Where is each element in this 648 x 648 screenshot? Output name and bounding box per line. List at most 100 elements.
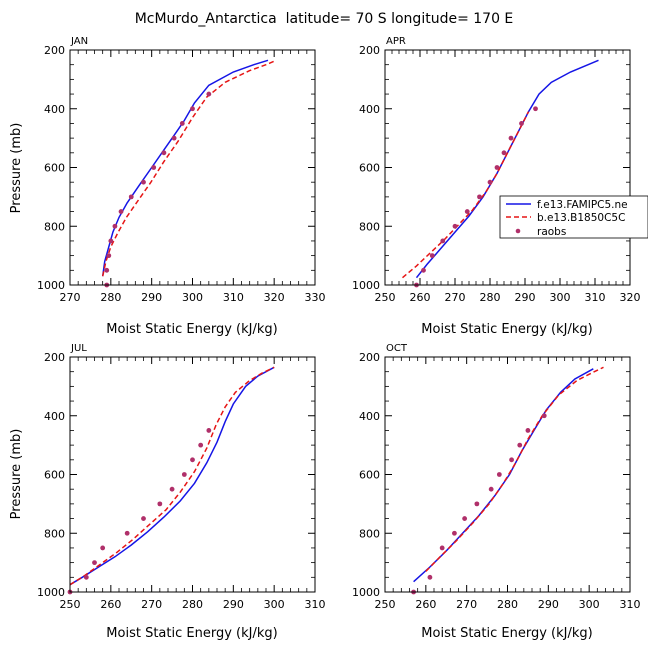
raobs-point xyxy=(92,560,97,566)
x-tick-label: 320 xyxy=(620,291,641,304)
x-tick-label: 260 xyxy=(410,291,431,304)
panel-label: OCT xyxy=(386,343,408,354)
y-tick-label: 800 xyxy=(359,527,380,540)
y-tick-label: 200 xyxy=(359,351,380,364)
raobs-point xyxy=(508,135,514,141)
y-tick-label: 600 xyxy=(359,469,380,482)
raobs-point xyxy=(83,574,89,580)
x-tick-label: 260 xyxy=(100,598,121,611)
y-tick-label: 800 xyxy=(359,220,380,233)
raobs-point xyxy=(128,194,134,200)
raobs-point xyxy=(169,486,175,492)
panel-apr: APR 250 260 270 280 290 300 310 320 200 400 600 800… xyxy=(352,36,648,337)
x-tick-label: 270 xyxy=(456,598,477,611)
y-tick-label: 1000 xyxy=(37,586,65,599)
raobs-point xyxy=(124,530,130,536)
plot-frame xyxy=(384,356,631,593)
x-tick-label: 290 xyxy=(538,598,559,611)
raobs-point xyxy=(206,428,212,433)
y-tick-label: 400 xyxy=(359,103,380,116)
x-tick-label: 270 xyxy=(60,291,81,304)
x-tick-label: 280 xyxy=(480,291,501,304)
raobs-point xyxy=(179,121,185,126)
series-line-model1 xyxy=(415,59,599,279)
legend-label-raobs: raobs xyxy=(537,226,566,238)
raobs-point xyxy=(439,545,445,551)
raobs-point xyxy=(421,267,426,273)
x-axis-label: Moist Static Energy (kJ/kg) xyxy=(106,626,277,641)
y-tick-label: 200 xyxy=(359,44,380,57)
x-tick-label: 270 xyxy=(445,291,466,304)
x-tick-label: 290 xyxy=(515,291,536,304)
raobs-point xyxy=(141,516,146,521)
raobs-point xyxy=(198,442,204,448)
y-tick-label: 200 xyxy=(44,44,65,57)
raobs-point xyxy=(171,135,177,141)
panel-label: APR xyxy=(386,36,406,47)
y-tick-label: 600 xyxy=(359,162,380,175)
x-axis-label: Moist Static Energy (kJ/kg) xyxy=(421,626,592,641)
y-tick-label: 1000 xyxy=(352,279,380,292)
x-tick-label: 280 xyxy=(100,291,121,304)
panel-label: JAN xyxy=(70,36,88,47)
x-tick-label: 250 xyxy=(60,598,81,611)
raobs-point xyxy=(118,209,124,214)
raobs-point xyxy=(509,457,514,463)
x-tick-label: 300 xyxy=(579,598,600,611)
panel-oct: OCT 250 260 270 280 290 300 310 200 400 600 800 100… xyxy=(352,343,641,641)
figure-title: McMurdo_Antarctica latitude= 70 S longit… xyxy=(135,11,514,27)
x-tick-label: 310 xyxy=(620,598,641,611)
raobs-point xyxy=(104,267,110,273)
raobs-point xyxy=(517,442,523,448)
y-tick-label: 400 xyxy=(44,410,65,423)
raobs-point xyxy=(161,150,167,156)
y-tick-label: 600 xyxy=(44,162,65,175)
raobs-point xyxy=(190,106,195,112)
panel-jan: JAN 270 280 290 300 310 320 330 200 400 600 800 100… xyxy=(9,36,326,337)
series-line-model2 xyxy=(402,111,530,279)
raobs-point xyxy=(190,457,195,463)
raobs-point xyxy=(151,165,157,170)
raobs-point xyxy=(496,472,502,477)
panel-label: JUL xyxy=(70,343,87,354)
raobs-point xyxy=(100,545,106,551)
y-tick-label: 400 xyxy=(359,410,380,423)
raobs-point xyxy=(181,472,187,477)
legend-marker-raobs xyxy=(515,228,521,234)
x-tick-label: 330 xyxy=(305,291,326,304)
y-tick-label: 1000 xyxy=(352,586,380,599)
y-tick-label: 400 xyxy=(44,103,65,116)
x-tick-label: 260 xyxy=(415,598,436,611)
raobs-point xyxy=(206,91,212,97)
x-tick-label: 270 xyxy=(141,598,162,611)
raobs-point xyxy=(462,516,468,521)
raobs-point xyxy=(488,486,494,492)
raobs-point xyxy=(452,223,458,229)
legend-label-model1: f.e13.FAMIPC5.ne xyxy=(537,199,628,211)
y-tick-label: 600 xyxy=(44,469,65,482)
raobs-point xyxy=(541,413,547,419)
x-tick-label: 320 xyxy=(264,291,285,304)
y-tick-label: 800 xyxy=(44,220,65,233)
raobs-point xyxy=(157,501,163,507)
raobs-point xyxy=(487,179,493,185)
y-tick-label: 800 xyxy=(44,527,65,540)
x-tick-label: 300 xyxy=(264,598,285,611)
raobs-point xyxy=(474,501,480,507)
plot-frame xyxy=(69,356,316,593)
plot-frame xyxy=(384,49,631,286)
legend: f.e13.FAMIPC5.ne b.e13.B1850C5C raobs xyxy=(499,195,648,239)
x-tick-label: 250 xyxy=(375,291,396,304)
raobs-point xyxy=(108,238,114,244)
x-tick-label: 280 xyxy=(182,598,203,611)
series-line-model2 xyxy=(425,366,604,572)
plot-frame xyxy=(69,49,316,286)
legend-label-model2: b.e13.B1850C5C xyxy=(537,212,625,224)
x-tick-label: 310 xyxy=(585,291,606,304)
x-tick-label: 290 xyxy=(223,598,244,611)
x-tick-label: 300 xyxy=(182,291,203,304)
x-axis-label: Moist Static Energy (kJ/kg) xyxy=(421,322,592,337)
raobs-point xyxy=(464,209,470,214)
raobs-point xyxy=(141,179,146,185)
